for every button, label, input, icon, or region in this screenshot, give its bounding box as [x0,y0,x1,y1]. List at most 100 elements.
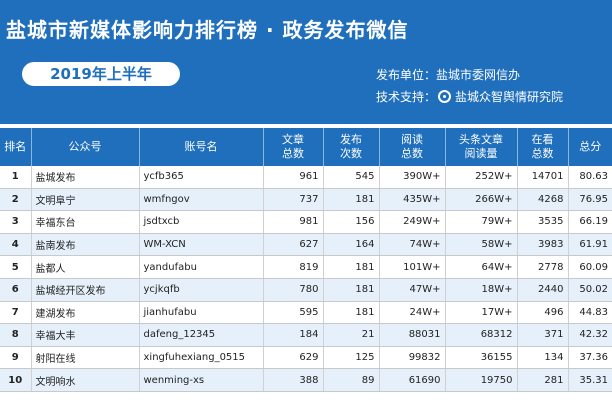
reads-cell: 47W+ [379,278,446,302]
posts-cell: 545 [323,166,380,189]
articles-cell: 629 [263,346,324,370]
account-id-cell: jianhufabu [139,301,264,325]
articles-cell: 981 [263,210,324,234]
likes-cell: 134 [517,346,569,370]
column-header: 公众号 [31,128,140,166]
table-row: 1 盐城发布 ycfb365 961 545 390W+ 252W+ 14701 80.63 [0,166,612,189]
articles-cell: 184 [263,323,324,347]
articles-cell: 961 [263,166,324,189]
rank-cell: 7 [0,301,32,325]
score-cell: 60.09 [568,255,612,279]
headline-reads-cell: 58W+ [445,233,518,257]
account-id-cell: yandufabu [139,255,264,279]
account-id-cell: WM-XCN [139,233,264,257]
posts-cell: 164 [323,233,380,257]
score-cell: 35.31 [568,368,612,392]
account-name-cell: 盐城经开区发布 [31,278,140,302]
headline-reads-cell: 79W+ [445,210,518,234]
rank-cell: 1 [0,166,32,189]
likes-cell: 371 [517,323,569,347]
table-header-row: 排名 公众号 账号名 文章 总数 发布 次数 阅读 总数 头条文章 阅读量 在看 总数 总分 [0,128,612,166]
tech-support: 技术支持： 盐城众智舆情研究院 [376,88,563,105]
tech-support-org: 盐城众智舆情研究院 [455,90,564,104]
posts-cell: 89 [323,368,380,392]
table-row: 3 幸福东台 jsdtxcb 981 156 249W+ 79W+ 3535 66.19 [0,210,612,234]
table-row: 10 文明响水 wenming-xs 388 89 61690 19750 281 35.31 [0,368,612,392]
rank-cell: 5 [0,255,32,279]
column-header: 在看 总数 [517,128,569,166]
articles-cell: 819 [263,255,324,279]
reads-cell: 101W+ [379,255,446,279]
account-name-cell: 幸福东台 [31,210,140,234]
reads-cell: 88031 [379,323,446,347]
account-id-cell: ycjkqfb [139,278,264,302]
table-row: 4 盐南发布 WM-XCN 627 164 74W+ 58W+ 3983 61.91 [0,233,612,257]
rank-cell: 4 [0,233,32,257]
account-name-cell: 文明阜宁 [31,188,140,212]
score-cell: 37.36 [568,346,612,370]
account-name-cell: 盐都人 [31,255,140,279]
articles-cell: 627 [263,233,324,257]
articles-cell: 737 [263,188,324,212]
headline-reads-cell: 68312 [445,323,518,347]
headline-reads-cell: 64W+ [445,255,518,279]
column-header: 总分 [568,128,612,166]
posts-cell: 181 [323,255,380,279]
page-title: 盐城市新媒体影响力排行榜 · 政务发布微信 [6,18,409,42]
headline-reads-cell: 18W+ [445,278,518,302]
table-row: 8 幸福大丰 dafeng_12345 184 21 88031 68312 371 42.32 [0,323,612,347]
institute-logo-icon [438,90,452,103]
reads-cell: 61690 [379,368,446,392]
column-header: 文章 总数 [263,128,324,166]
column-header: 阅读 总数 [379,128,446,166]
reads-cell: 390W+ [379,166,446,189]
likes-cell: 3535 [517,210,569,234]
headline-reads-cell: 19750 [445,368,518,392]
rank-cell: 10 [0,368,32,392]
likes-cell: 2440 [517,278,569,302]
rank-cell: 6 [0,278,32,302]
column-header: 头条文章 阅读量 [445,128,518,166]
score-cell: 44.83 [568,301,612,325]
account-id-cell: ycfb365 [139,166,264,189]
posts-cell: 156 [323,210,380,234]
headline-reads-cell: 266W+ [445,188,518,212]
table-row: 5 盐都人 yandufabu 819 181 101W+ 64W+ 2778 60.09 [0,255,612,279]
score-cell: 50.02 [568,278,612,302]
reads-cell: 24W+ [379,301,446,325]
reads-cell: 74W+ [379,233,446,257]
headline-reads-cell: 36155 [445,346,518,370]
ranking-table: 排名 公众号 账号名 文章 总数 发布 次数 阅读 总数 头条文章 阅读量 在看 总数 总分 1 盐城发布 y… [0,128,612,392]
score-cell: 66.19 [568,210,612,234]
account-name-cell: 幸福大丰 [31,323,140,347]
rank-cell: 9 [0,346,32,370]
headline-reads-cell: 252W+ [445,166,518,189]
reads-cell: 435W+ [379,188,446,212]
publisher-text: 发布单位：盐城市委网信办 [376,68,521,82]
rank-cell: 8 [0,323,32,347]
account-id-cell: dafeng_12345 [139,323,264,347]
table-row: 6 盐城经开区发布 ycjkqfb 780 181 47W+ 18W+ 2440 50.02 [0,278,612,302]
table-row: 2 文明阜宁 wmfngov 737 181 435W+ 266W+ 4268 76.95 [0,188,612,212]
reads-cell: 99832 [379,346,446,370]
likes-cell: 496 [517,301,569,325]
score-cell: 42.32 [568,323,612,347]
likes-cell: 2778 [517,255,569,279]
score-cell: 80.63 [568,166,612,189]
likes-cell: 3983 [517,233,569,257]
account-id-cell: wmfngov [139,188,264,212]
account-id-cell: wenming-xs [139,368,264,392]
likes-cell: 14701 [517,166,569,189]
period-badge: 2019年上半年 [22,62,180,86]
articles-cell: 780 [263,278,324,302]
account-name-cell: 盐城发布 [31,166,140,189]
account-name-cell: 文明响水 [31,368,140,392]
rank-cell: 2 [0,188,32,212]
column-header: 发布 次数 [323,128,380,166]
likes-cell: 4268 [517,188,569,212]
reads-cell: 249W+ [379,210,446,234]
table-row: 7 建湖发布 jianhufabu 595 181 24W+ 17W+ 496 44.83 [0,301,612,325]
account-name-cell: 射阳在线 [31,346,140,370]
table-row: 9 射阳在线 xingfuhexiang_0515 629 125 99832 36155 1… [0,346,612,370]
articles-cell: 595 [263,301,324,325]
